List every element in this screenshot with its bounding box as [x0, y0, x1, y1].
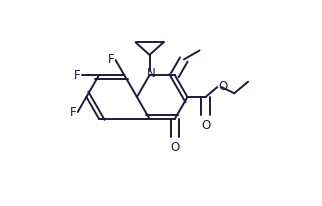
Text: F: F — [70, 106, 77, 119]
Text: F: F — [108, 53, 115, 66]
Text: F: F — [74, 69, 80, 82]
Text: N: N — [147, 67, 156, 80]
Text: O: O — [170, 141, 179, 154]
Text: O: O — [201, 119, 210, 132]
Text: O: O — [219, 80, 228, 93]
